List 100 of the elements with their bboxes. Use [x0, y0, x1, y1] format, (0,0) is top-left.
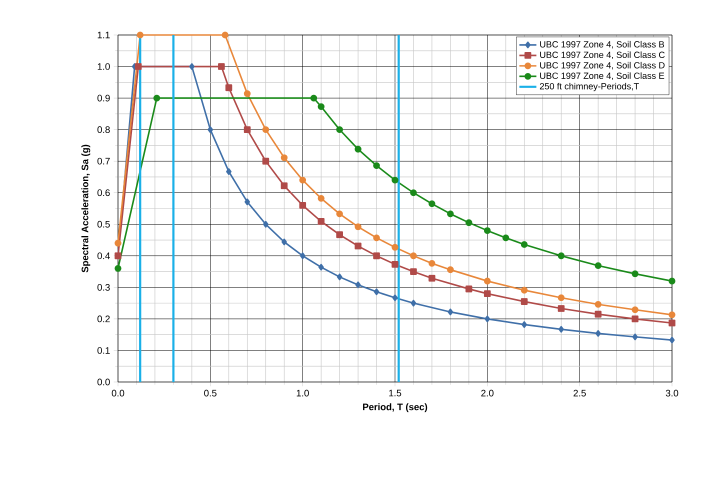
point — [218, 63, 225, 70]
x-tick-label: 0.5 — [204, 390, 217, 396]
point — [299, 176, 306, 184]
point — [318, 195, 325, 202]
point — [299, 202, 306, 209]
point — [668, 278, 676, 284]
y-tick-label: 0.6 — [97, 189, 110, 196]
point — [114, 265, 122, 272]
point — [226, 168, 232, 175]
point — [225, 84, 232, 92]
point — [262, 126, 270, 134]
point — [262, 220, 268, 228]
point — [336, 231, 343, 238]
point — [428, 260, 436, 267]
y-tick-label: 1.1 — [98, 32, 110, 38]
legend-label: 250 ft chimney-Periods,T — [540, 82, 639, 92]
point — [392, 176, 398, 184]
x-tick-label: 1.5 — [389, 390, 402, 396]
x-tick-label: 3.0 — [666, 390, 678, 396]
x-axis-title: Period, T (sec) — [363, 403, 428, 412]
legend-label: UBC 1997 Zone 4, Soil Class D — [540, 62, 665, 70]
legend-label: UBC 1997 Zone 4, Soil Class C — [540, 51, 665, 60]
legend-label: UBC 1997 Zone 4, Soil Class B — [540, 40, 664, 49]
point — [300, 252, 306, 260]
point — [114, 240, 122, 247]
point — [484, 316, 490, 322]
point — [134, 63, 142, 70]
point — [410, 300, 416, 307]
point — [668, 320, 676, 326]
y-tick-label: 1.0 — [98, 63, 110, 70]
point — [336, 126, 343, 134]
y-tick-label: 0.7 — [97, 158, 110, 165]
point — [392, 294, 398, 302]
point — [594, 310, 602, 318]
point — [520, 298, 528, 305]
point — [558, 326, 564, 333]
x-tick-label: 2.5 — [574, 390, 586, 396]
point — [428, 274, 436, 282]
point — [392, 244, 398, 251]
point — [520, 286, 528, 294]
point — [558, 305, 565, 312]
point — [373, 252, 380, 260]
y-tick-label: 0.8 — [97, 126, 110, 133]
point — [189, 63, 195, 70]
point — [310, 94, 318, 102]
point — [632, 333, 638, 340]
point — [595, 330, 601, 337]
x-tick-label: 0.0 — [112, 390, 124, 396]
point — [465, 286, 472, 292]
point — [448, 308, 454, 316]
y-tick-label: 0.3 — [97, 284, 110, 291]
x-tick-label: 1.0 — [296, 390, 309, 396]
point — [669, 336, 675, 344]
point — [632, 270, 638, 278]
point — [520, 241, 528, 248]
y-tick-label: 0.1 — [97, 347, 110, 354]
point — [136, 32, 144, 38]
y-tick-label: 0.5 — [97, 220, 110, 228]
point — [153, 94, 160, 102]
y-tick-label: 0.4 — [97, 252, 110, 260]
point — [447, 266, 454, 274]
point — [502, 234, 510, 242]
point — [373, 162, 380, 169]
point — [484, 278, 491, 284]
point — [281, 238, 287, 246]
point — [392, 260, 398, 268]
point — [373, 234, 380, 242]
point — [558, 294, 565, 302]
point — [336, 210, 343, 218]
x-tick-label: 2.0 — [481, 390, 494, 396]
point — [244, 90, 251, 98]
point — [594, 262, 602, 269]
point — [447, 210, 454, 218]
point — [244, 198, 250, 206]
point — [318, 218, 325, 225]
legend-label: UBC 1997 Zone 4, Soil Class E — [540, 72, 664, 80]
point — [410, 252, 417, 260]
point — [222, 32, 228, 38]
point — [632, 316, 638, 322]
point — [262, 158, 270, 165]
point — [280, 182, 288, 190]
point — [280, 154, 288, 162]
point — [355, 281, 361, 288]
point — [354, 146, 362, 153]
point — [632, 306, 638, 314]
point — [484, 290, 491, 298]
point — [336, 274, 342, 280]
point — [594, 301, 602, 308]
y-tick-label: 0.9 — [97, 94, 110, 102]
y-tick-label: 0.2 — [97, 316, 110, 322]
point — [465, 219, 472, 226]
point — [410, 268, 417, 275]
point — [668, 311, 676, 318]
point — [410, 189, 417, 196]
point — [208, 126, 214, 134]
point — [354, 242, 362, 250]
point — [244, 126, 251, 134]
point — [484, 227, 491, 234]
point — [522, 321, 528, 328]
y-axis-title: Spectral Acceleration, Sa (g) — [81, 144, 90, 272]
